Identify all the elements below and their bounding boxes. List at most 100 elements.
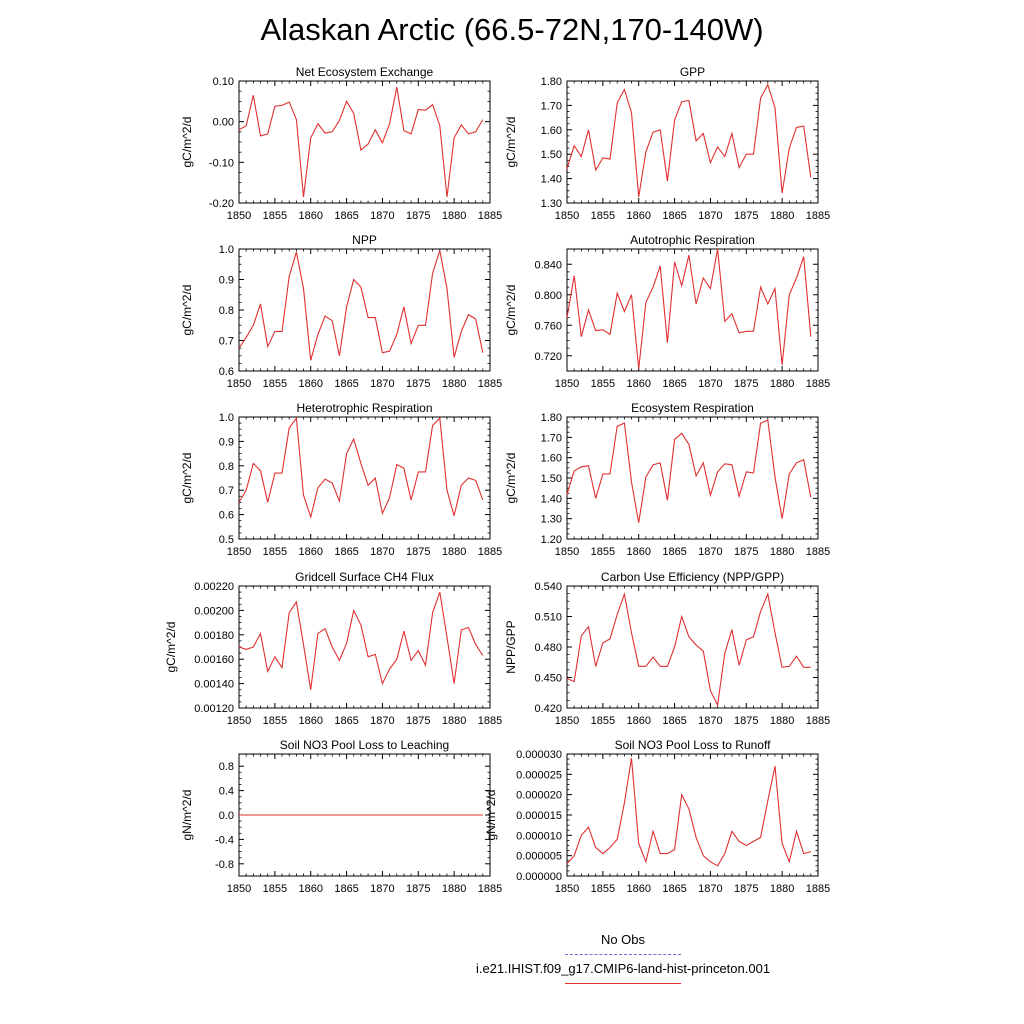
y-axis-label: gN/m^2/d [180, 790, 194, 841]
x-tick-label: 1870 [698, 883, 722, 895]
x-tick-label: 1865 [334, 715, 358, 727]
y-axis-label: gC/m^2/d [180, 453, 194, 504]
series-line [566, 248, 812, 369]
x-tick-label: 1875 [734, 883, 758, 895]
x-tick-label: 1865 [334, 378, 358, 390]
x-tick-label: 1850 [227, 715, 251, 727]
x-tick-label: 1875 [406, 546, 430, 558]
x-tick-label: 1885 [478, 546, 502, 558]
x-tick-label: 1885 [806, 378, 830, 390]
x-tick-label: 1855 [263, 210, 287, 222]
x-tick-label: 1880 [442, 715, 466, 727]
chart-title: Soil NO3 Pool Loss to Leaching [280, 738, 449, 752]
y-tick-label: 1.20 [541, 534, 562, 546]
y-tick-label: 0.00180 [194, 630, 234, 642]
y-tick-label: 0.9 [219, 436, 234, 448]
x-tick-label: 1865 [662, 546, 686, 558]
chart-title: Ecosystem Respiration [631, 401, 754, 415]
x-tick-label: 1875 [734, 378, 758, 390]
series-line [238, 250, 484, 361]
y-tick-label: 1.30 [541, 514, 562, 526]
chart-title: Net Ecosystem Exchange [296, 65, 434, 79]
x-tick-label: 1875 [734, 715, 758, 727]
x-tick-label: 1855 [591, 210, 615, 222]
x-tick-label: 1870 [698, 378, 722, 390]
x-tick-label: 1855 [263, 378, 287, 390]
y-axis-label: gC/m^2/d [180, 117, 194, 168]
y-tick-label: 1.80 [541, 412, 562, 424]
x-tick-label: 1880 [442, 546, 466, 558]
x-tick-label: 1885 [478, 883, 502, 895]
legend-obs-label: No Obs [600, 932, 646, 947]
y-tick-label: 0.760 [534, 320, 562, 332]
x-tick-label: 1870 [370, 378, 394, 390]
y-axis-label: gC/m^2/d [504, 117, 518, 168]
x-tick-label: 1865 [334, 883, 358, 895]
series-line [238, 416, 484, 519]
chart-title: Soil NO3 Pool Loss to Runoff [615, 738, 772, 752]
plot-frame [566, 585, 819, 709]
y-tick-label: 0.510 [534, 612, 562, 624]
plot-frame [566, 753, 819, 877]
y-axis-label: gN/m^2/d [484, 790, 498, 841]
x-tick-label: 1885 [806, 546, 830, 558]
y-tick-label: 1.60 [541, 125, 562, 137]
x-tick-label: 1885 [806, 210, 830, 222]
x-tick-label: 1860 [626, 210, 650, 222]
x-tick-label: 1885 [806, 715, 830, 727]
x-tick-label: 1865 [662, 378, 686, 390]
y-tick-label: 0.8 [219, 761, 234, 773]
y-tick-label: 1.60 [541, 453, 562, 465]
y-tick-label: 0.00140 [194, 679, 234, 691]
y-tick-label: 0.000030 [516, 749, 562, 761]
x-tick-label: 1885 [478, 210, 502, 222]
legend-model-swatch [565, 983, 681, 984]
y-tick-label: 1.30 [541, 198, 562, 210]
y-tick-label: 0.800 [534, 290, 562, 302]
plot-frame [238, 80, 491, 204]
x-tick-label: 1870 [370, 546, 394, 558]
y-tick-label: -0.8 [215, 859, 234, 871]
y-tick-label: -0.4 [215, 834, 234, 846]
y-tick-label: 0.540 [534, 581, 562, 593]
x-tick-label: 1875 [406, 378, 430, 390]
plot-frame [566, 248, 819, 372]
x-tick-label: 1860 [626, 715, 650, 727]
series-line [566, 758, 811, 867]
x-tick-label: 1850 [227, 210, 251, 222]
chart-title: Autotrophic Respiration [630, 233, 755, 247]
chart-title: Carbon Use Efficiency (NPP/GPP) [601, 570, 784, 584]
chart-title: GPP [680, 65, 705, 79]
x-tick-label: 1880 [770, 546, 794, 558]
y-tick-label: 0.00120 [194, 703, 234, 715]
legend-model-label: i.e21.IHIST.f09_g17.CMIP6-land-hist-prin… [475, 961, 771, 976]
y-tick-label: 0.000005 [516, 851, 562, 863]
y-tick-label: 0.000025 [516, 769, 562, 781]
x-tick-label: 1880 [770, 210, 794, 222]
chart-title: Heterotrophic Respiration [296, 401, 432, 415]
y-tick-label: 1.80 [541, 76, 562, 88]
y-tick-label: 1.70 [541, 432, 562, 444]
x-tick-label: 1860 [298, 378, 322, 390]
series-line [566, 591, 811, 707]
x-tick-label: 1880 [442, 210, 466, 222]
x-tick-label: 1855 [263, 883, 287, 895]
x-tick-label: 1865 [334, 210, 358, 222]
y-axis-label: gC/m^2/d [504, 453, 518, 504]
y-tick-label: 0.5 [219, 534, 234, 546]
plot-frame [238, 585, 491, 709]
legend-obs-swatch [565, 954, 681, 955]
y-tick-label: -0.20 [209, 198, 234, 210]
y-tick-label: 0.420 [534, 703, 562, 715]
y-axis-label: NPP/GPP [504, 620, 518, 673]
x-tick-label: 1850 [555, 883, 579, 895]
y-tick-label: 0.00220 [194, 581, 234, 593]
x-tick-label: 1860 [626, 883, 650, 895]
series-line [238, 591, 484, 690]
x-tick-label: 1860 [298, 546, 322, 558]
x-tick-label: 1875 [406, 715, 430, 727]
y-tick-label: 0.8 [219, 461, 234, 473]
y-tick-label: 0.10 [213, 76, 234, 88]
y-tick-label: 0.4 [219, 786, 234, 798]
